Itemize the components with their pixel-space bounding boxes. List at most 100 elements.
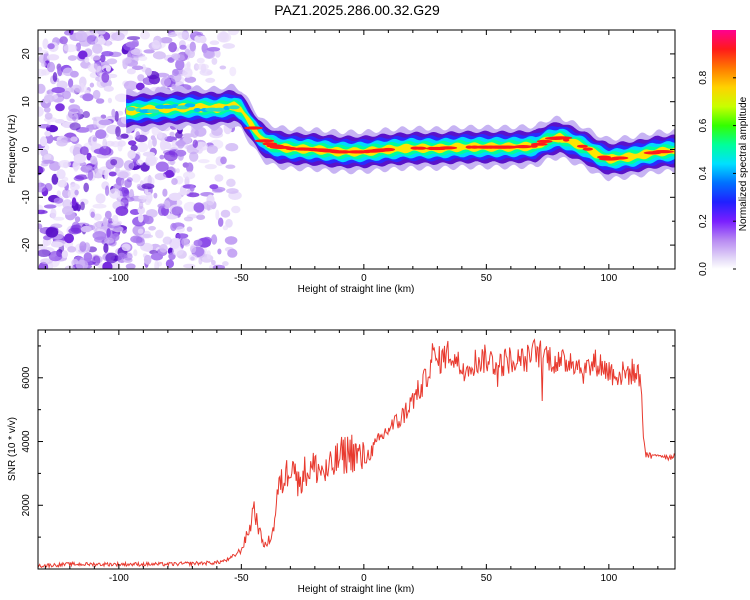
noise-speckle [102,138,108,149]
noise-speckle [121,243,131,252]
noise-speckle [169,131,175,137]
noise-speckle [131,173,141,183]
noise-speckle [79,146,89,156]
noise-speckle [133,249,138,257]
noise-speckle [211,260,216,265]
noise-speckle [222,261,229,267]
noise-speckle [198,257,203,265]
noise-speckle [93,222,98,233]
noise-speckle [50,241,64,248]
noise-speckle [162,236,172,245]
noise-speckle [152,51,166,60]
noise-speckle [115,126,121,137]
noise-speckle [96,30,106,35]
y-tick-label: -20 [21,237,32,252]
noise-speckle [168,42,178,53]
noise-speckle [72,160,80,171]
noise-speckle [163,151,178,162]
ridge-core [531,142,548,146]
noise-speckle [80,201,85,211]
noise-speckle [113,262,121,269]
noise-speckle [196,57,205,64]
colorbar: 0.0 0.2 0.4 0.6 0.8 Normalized spectral ampl… [698,30,749,276]
noise-speckle [61,250,68,259]
noise-speckle [68,227,82,235]
noise-speckle [183,216,194,222]
noise-speckle [160,76,172,87]
noise-speckle [67,108,81,120]
noise-speckle [87,170,94,181]
noise-speckle [48,251,63,262]
x-tick-label: -50 [234,573,249,584]
ridge-core [414,146,427,150]
noise-speckle [92,136,97,142]
noise-speckle [227,30,240,36]
noise-speckle [166,214,178,220]
noise-speckle [56,169,66,180]
noise-speckle [127,150,136,159]
noise-speckle [41,159,55,164]
noise-speckle [68,78,74,88]
noise-speckle [193,202,205,213]
noise-speckle [103,85,114,92]
noise-speckle [181,237,189,246]
x-tick-label: -100 [109,273,129,284]
noise-speckle [74,189,79,196]
noise-speckle [171,206,184,216]
noise-speckle [212,264,226,269]
noise-speckle [106,228,111,238]
noise-speckle [120,179,125,187]
noise-speckle [203,200,215,211]
noise-speckle [101,72,110,83]
noise-speckle [167,32,178,38]
noise-speckle [38,209,48,215]
y-tick-label: 20 [21,48,32,60]
noise-speckle [93,117,98,129]
ridge-core [244,126,263,130]
ridge-core [549,136,573,140]
noise-speckle [155,72,170,78]
noise-speckle [67,55,77,61]
noise-speckle [143,254,152,265]
noise-speckle [54,119,65,124]
noise-speckle [69,98,75,104]
noise-speckle [196,214,206,220]
noise-speckle [76,204,81,212]
snr-panel: -100 -50 0 50 100 2000 4000 6000 Height of str… [7,329,676,595]
noise-speckle [139,234,153,239]
noise-speckle [62,90,71,100]
ridge-core [536,139,553,143]
noise-speckle [67,246,77,253]
noise-speckle [143,244,153,252]
ridge-core [652,150,675,154]
noise-speckle [143,49,155,54]
noise-speckle [45,134,54,144]
noise-speckle [104,210,112,220]
ridge-blob [126,106,136,111]
noise-speckle [137,228,144,234]
spectrogram-y-ticks: 20 10 0 -10 -20 [21,29,675,270]
ridge-core [582,147,593,151]
noise-speckle [131,65,144,71]
noise-speckle [226,188,239,194]
snr-y-label: SNR (10 * v/v) [7,417,18,481]
noise-speckle [185,48,190,55]
noise-speckle [102,261,113,269]
ridge-core [563,138,570,142]
noise-speckle [172,246,184,257]
noise-speckle [88,125,93,133]
noise-speckle [90,211,95,218]
noise-speckle [56,139,68,147]
noise-speckle [70,136,78,142]
noise-speckle [138,55,148,62]
noise-speckle [138,213,144,223]
noise-speckle [55,103,65,112]
noise-speckle [95,129,107,140]
noise-speckle [135,131,141,139]
noise-speckle [72,116,77,121]
noise-speckle [92,89,101,100]
noise-speckle [92,231,107,240]
colorbar-gradient [712,30,736,269]
noise-speckle [53,216,65,221]
